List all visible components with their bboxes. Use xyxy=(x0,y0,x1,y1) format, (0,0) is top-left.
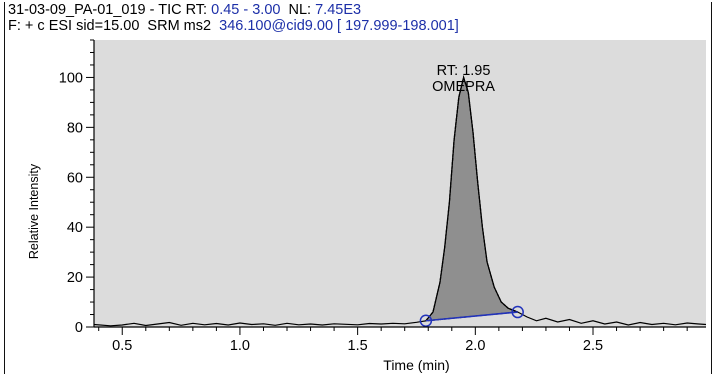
baseline-start-marker[interactable] xyxy=(419,314,433,328)
baseline-end-marker[interactable] xyxy=(511,305,524,319)
peak-baseline xyxy=(425,311,518,322)
series-trace xyxy=(93,75,707,327)
x-tick-label: 2.5 xyxy=(583,338,603,354)
header-line2-value: 346.100@cid9.00 [ 197.999-198.001] xyxy=(219,18,459,34)
header-nl-label: NL: xyxy=(280,2,316,18)
x-tick-label: 0.5 xyxy=(112,338,132,354)
header-line1-prefix: 31-03-09_PA-01_019 - TIC RT: xyxy=(8,2,212,18)
y-tick-label: 40 xyxy=(67,220,83,236)
y-ticks: 0 20 40 60 80 100 xyxy=(59,39,94,336)
header-rt-range: 0.45 - 3.00 xyxy=(211,2,281,18)
chart-frame xyxy=(4,2,712,374)
peak-rt-label: RT: 1.95 xyxy=(437,63,491,79)
y-tick-label: 80 xyxy=(67,120,83,136)
chart-header: 31-03-09_PA-01_019 - TIC RT: 0.45 - 3.00… xyxy=(8,2,459,34)
y-tick-label: 60 xyxy=(67,170,83,186)
y-tick-label: 0 xyxy=(75,320,83,336)
y-axis-label: Relative Intensity xyxy=(27,163,41,259)
plot-area xyxy=(94,40,706,327)
x-tick-label: 1.0 xyxy=(230,338,250,354)
peak-compound-label: OMEPRA xyxy=(432,79,495,95)
header-nl-value: 7.45E3 xyxy=(315,2,362,18)
x-tick-label: 1.5 xyxy=(348,338,368,354)
header-line2-prefix: F: + c ESI sid=15.00 SRM ms2 xyxy=(8,18,220,34)
x-ticks: 0.5 1.0 1.5 2.0 2.5 xyxy=(98,327,688,354)
y-tick-label: 20 xyxy=(67,270,83,286)
x-tick-label: 2.0 xyxy=(465,338,485,354)
x-axis-label: Time (min) xyxy=(383,357,449,373)
y-tick-label: 100 xyxy=(59,70,83,86)
